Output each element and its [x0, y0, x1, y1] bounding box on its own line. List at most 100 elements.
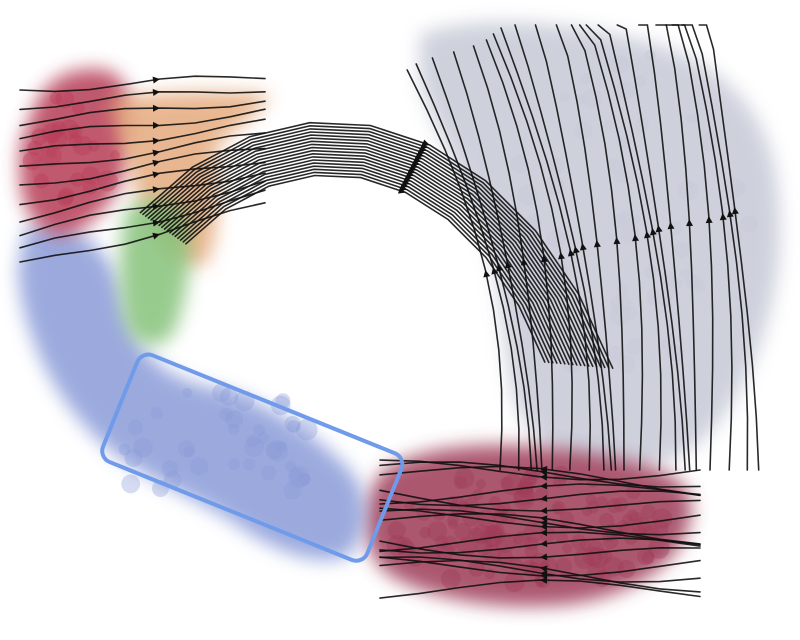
cell-dot	[284, 460, 297, 472]
cell-dot	[500, 476, 514, 490]
cell-dot	[265, 441, 283, 460]
cell-dot	[219, 387, 239, 406]
cell-dot	[517, 478, 534, 495]
cell-dot	[618, 210, 633, 225]
cell-dot	[219, 407, 233, 422]
stream-arrowhead	[152, 171, 160, 179]
cell-dot	[127, 419, 144, 435]
cell-dot	[427, 521, 448, 542]
cell-dot	[55, 89, 75, 109]
stream-arrowhead	[540, 570, 548, 578]
stream-arrowhead	[540, 565, 548, 573]
stream-arrowhead	[152, 121, 160, 129]
stream-arrowhead	[719, 213, 727, 221]
cell-dot	[498, 501, 511, 515]
cell-dot	[483, 525, 506, 547]
cell-dot	[283, 481, 302, 500]
stream-arrowhead	[567, 249, 575, 257]
cell-dot	[47, 129, 68, 150]
cell-dot	[510, 155, 529, 174]
cell-dot	[387, 521, 406, 540]
streamline	[144, 128, 606, 369]
cell-dot	[603, 119, 614, 131]
cell-dot	[284, 415, 301, 433]
cell-dot	[513, 488, 535, 510]
cell-dot	[637, 548, 655, 566]
cell-dot	[555, 557, 573, 575]
cell-dot	[534, 575, 546, 588]
cell-dot	[266, 439, 288, 462]
cell-dot	[275, 393, 291, 408]
stream-arrowhead	[540, 553, 548, 561]
cell-dot	[524, 536, 539, 551]
cell-dot	[620, 224, 640, 244]
cell-dot	[447, 519, 458, 530]
streamline	[19, 172, 266, 223]
cluster-periwinkle-left-arc	[18, 225, 365, 561]
streamline	[166, 152, 574, 366]
cell-dot	[622, 514, 633, 525]
cell-dot	[661, 337, 675, 352]
cell-dot	[562, 351, 585, 374]
cell-dot	[727, 228, 743, 244]
stream-arrowhead	[540, 494, 548, 502]
cell-dot	[183, 446, 195, 458]
stream-arrowhead	[152, 104, 160, 112]
streamline	[153, 137, 594, 368]
cell-dot	[47, 130, 59, 143]
cell-dot	[609, 304, 631, 326]
cell-dot	[72, 135, 93, 156]
stream-arrowhead	[649, 228, 657, 236]
stream-arrowhead	[540, 507, 548, 515]
cell-dot	[722, 177, 745, 199]
stream-arrowhead	[613, 237, 621, 245]
streamline	[174, 162, 562, 365]
highlight-box	[100, 352, 405, 563]
cell-dot	[441, 568, 461, 589]
cell-dot	[121, 474, 141, 494]
cell-dot	[559, 91, 571, 102]
cell-dot	[161, 460, 179, 478]
streamline	[155, 140, 590, 367]
streamline	[158, 143, 586, 367]
stream-arrowhead	[152, 149, 160, 157]
cell-dot	[734, 181, 747, 195]
cell-dot	[109, 150, 120, 161]
cell-dot	[468, 560, 485, 577]
cell-dot	[454, 468, 475, 489]
streamline	[171, 159, 566, 365]
streamline	[147, 131, 602, 368]
velocity-stream-layer	[19, 24, 760, 599]
cell-dot	[33, 173, 49, 189]
streamline	[19, 108, 266, 140]
cell-dot	[739, 215, 758, 233]
cell-dot	[56, 190, 74, 207]
stream-arrowhead	[152, 88, 160, 96]
cell-dot	[618, 355, 636, 374]
stream-arrowhead	[686, 219, 694, 227]
cell-dot	[447, 514, 459, 526]
cell-dot	[552, 503, 564, 514]
cell-dot	[491, 523, 505, 538]
cell-dot	[298, 473, 311, 485]
stream-arrowhead	[152, 76, 160, 84]
streamline	[169, 156, 570, 365]
cell-dot	[587, 562, 606, 581]
cell-dot	[691, 280, 702, 291]
cell-dot	[606, 158, 622, 174]
cell-dot	[289, 468, 304, 483]
cell-dot	[419, 527, 431, 539]
cell-dot	[287, 420, 301, 434]
stream-arrowhead	[540, 529, 548, 537]
cell-dot	[31, 128, 48, 145]
cell-dot	[612, 213, 628, 229]
cell-dot	[622, 305, 637, 320]
stream-arrowhead	[593, 240, 601, 248]
cell-dot	[500, 508, 517, 525]
cell-dot	[559, 511, 575, 526]
stream-arrowhead	[731, 207, 739, 215]
cell-dot	[645, 289, 662, 306]
cell-dot	[261, 465, 277, 481]
